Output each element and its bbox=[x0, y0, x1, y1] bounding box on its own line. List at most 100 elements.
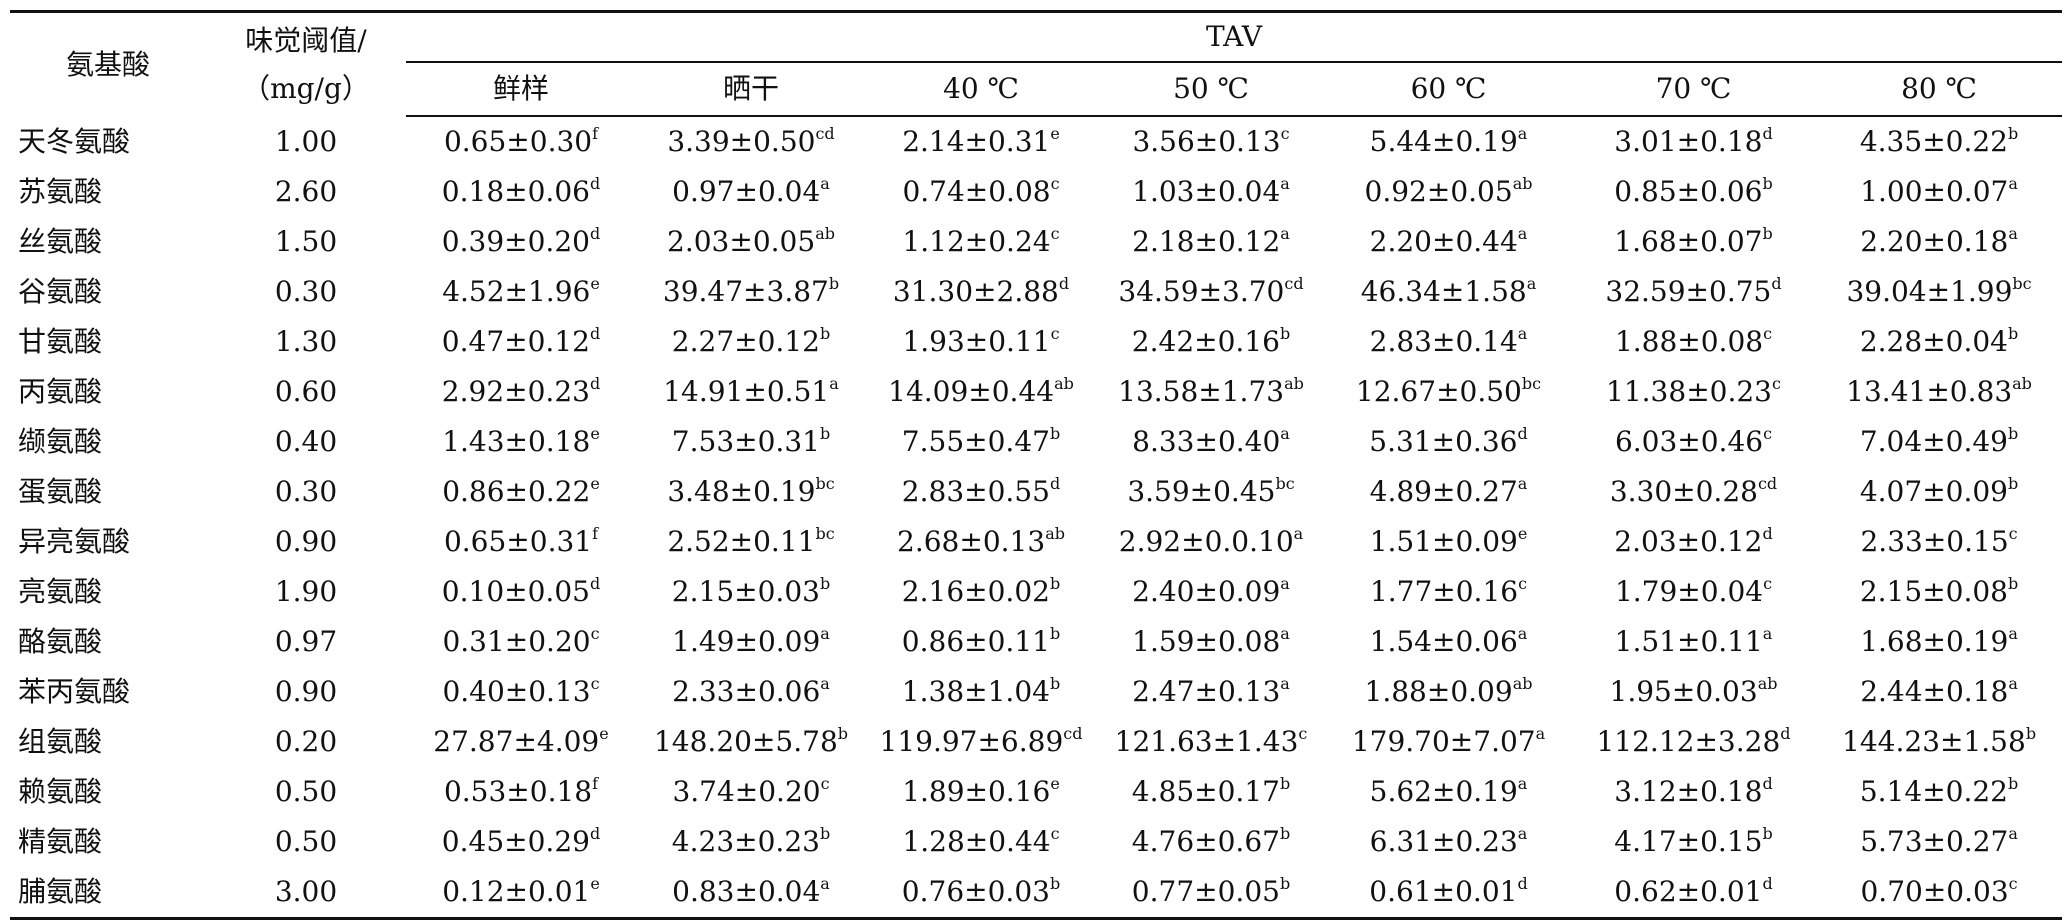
tav-value: 2.52±0.11 bbox=[667, 525, 816, 558]
significance-letter: a bbox=[1762, 624, 1773, 643]
significance-letter: e bbox=[1517, 524, 1528, 543]
significance-letter: a bbox=[1535, 724, 1546, 743]
tav-value: 2.83±0.55 bbox=[901, 475, 1050, 508]
tav-cell: 0.86±0.11b bbox=[866, 617, 1096, 667]
tav-cell: 1.00±0.07a bbox=[1816, 167, 2062, 217]
tav-value: 2.03±0.12 bbox=[1614, 525, 1763, 558]
table-row: 甘氨酸 1.30 0.47±0.12d 2.27±0.12b 1.93±0.11c 2.4… bbox=[10, 317, 2062, 367]
tav-cell: 5.62±0.19a bbox=[1326, 767, 1571, 817]
tav-cell: 0.31±0.20c bbox=[406, 617, 636, 667]
tav-cell: 7.53±0.31b bbox=[636, 417, 866, 467]
tav-value: 1.43±0.18 bbox=[442, 425, 591, 458]
tav-cell: 1.28±0.44c bbox=[866, 817, 1096, 867]
header-threshold-line2: （mg/g） bbox=[242, 71, 370, 105]
tav-cell: 3.39±0.50cd bbox=[636, 116, 866, 167]
tav-cell: 1.68±0.19a bbox=[1816, 617, 2062, 667]
tav-value: 14.91±0.51 bbox=[663, 375, 830, 408]
tav-value: 0.65±0.30 bbox=[443, 125, 593, 158]
tav-value: 4.23±0.23 bbox=[671, 825, 820, 858]
amino-acid-name: 甘氨酸 bbox=[18, 325, 103, 358]
threshold-value: 0.50 bbox=[274, 775, 338, 808]
tav-cell: 4.85±0.17b bbox=[1096, 767, 1326, 817]
tav-cell: 0.70±0.03c bbox=[1816, 867, 2063, 920]
tav-value: 5.31±0.36 bbox=[1369, 425, 1518, 458]
tav-value: 5.73±0.27 bbox=[1860, 825, 2009, 858]
tav-cell: 5.14±0.22b bbox=[1816, 767, 2062, 817]
tav-cell: 2.03±0.12d bbox=[1571, 517, 1816, 567]
threshold-value: 2.60 bbox=[274, 175, 338, 208]
tav-cell: 0.77±0.05b bbox=[1096, 867, 1326, 920]
tav-value: 1.88±0.08 bbox=[1614, 325, 1764, 358]
tav-value: 0.45±0.29 bbox=[441, 825, 590, 858]
significance-letter: c bbox=[1050, 224, 1060, 243]
tav-cell: 4.52±1.96e bbox=[406, 267, 636, 317]
significance-letter: b bbox=[1279, 874, 1291, 893]
tav-cell: 8.33±0.40a bbox=[1096, 417, 1326, 467]
significance-letter: a bbox=[1517, 624, 1528, 643]
tav-value: 0.65±0.31 bbox=[443, 525, 593, 558]
tav-value: 2.20±0.18 bbox=[1860, 225, 2009, 258]
header-condition: 60 ℃ bbox=[1326, 62, 1571, 117]
tav-cell: 3.01±0.18d bbox=[1571, 116, 1816, 167]
tav-value: 5.14±0.22 bbox=[1859, 775, 2008, 808]
tav-value: 2.92±0.23 bbox=[441, 375, 590, 408]
significance-letter: e bbox=[590, 874, 600, 893]
significance-letter: b bbox=[1762, 824, 1773, 843]
table-row: 天冬氨酸 1.00 0.65±0.30f 3.39±0.50cd 2.14±0.31e 3… bbox=[10, 116, 2062, 167]
tav-cell: 4.23±0.23b bbox=[636, 817, 866, 867]
table-row: 苯丙氨酸 0.90 0.40±0.13c 2.33±0.06a 1.38±1.04b 2.… bbox=[10, 667, 2062, 717]
significance-letter: a bbox=[820, 624, 830, 643]
tav-value: 12.67±0.50 bbox=[1355, 375, 1522, 408]
significance-letter: b bbox=[1762, 174, 1773, 193]
significance-letter: a bbox=[1280, 674, 1290, 693]
significance-letter: a bbox=[2008, 174, 2018, 193]
tav-cell: 2.18±0.12a bbox=[1096, 217, 1326, 267]
tav-cell: 7.04±0.49b bbox=[1816, 417, 2062, 467]
tav-value: 1.79±0.04 bbox=[1614, 575, 1764, 608]
tav-cell: 2.42±0.16b bbox=[1096, 317, 1326, 367]
amino-acid-name: 天冬氨酸 bbox=[18, 124, 131, 158]
tav-cell: 2.15±0.03b bbox=[636, 567, 866, 617]
tav-value: 14.09±0.44 bbox=[888, 375, 1055, 408]
tav-value: 3.48±0.19 bbox=[667, 475, 816, 508]
tav-cell: 1.51±0.11a bbox=[1571, 617, 1816, 667]
tav-cell: 13.41±0.83ab bbox=[1816, 367, 2062, 417]
tav-cell: 121.63±1.43c bbox=[1096, 717, 1326, 767]
tav-cell: 0.86±0.22e bbox=[406, 467, 636, 517]
tav-value: 2.15±0.03 bbox=[671, 575, 820, 608]
significance-letter: b bbox=[837, 724, 849, 743]
tav-cell: 1.79±0.04c bbox=[1571, 567, 1816, 617]
tav-cell: 0.76±0.03b bbox=[866, 867, 1096, 920]
tav-value: 2.20±0.44 bbox=[1369, 225, 1518, 258]
significance-letter: ab bbox=[1045, 524, 1065, 543]
tav-cell: 14.09±0.44ab bbox=[866, 367, 1096, 417]
tav-cell: 0.18±0.06d bbox=[406, 167, 636, 217]
tav-cell: 46.34±1.58a bbox=[1326, 267, 1571, 317]
significance-letter: d bbox=[1762, 874, 1773, 893]
table-row: 蛋氨酸 0.30 0.86±0.22e 3.48±0.19bc 2.83±0.55d 3.… bbox=[10, 467, 2062, 517]
significance-letter: ab bbox=[815, 224, 835, 243]
tav-cell: 2.83±0.55d bbox=[866, 467, 1096, 517]
header-threshold-line1: 味觉阈值/ bbox=[245, 23, 367, 57]
tav-cell: 2.27±0.12b bbox=[636, 317, 866, 367]
tav-cell: 2.92±0.0.10a bbox=[1096, 517, 1326, 567]
tav-value: 2.18±0.12 bbox=[1132, 225, 1281, 258]
significance-letter: b bbox=[1049, 424, 1061, 443]
threshold-value: 1.90 bbox=[274, 575, 338, 608]
significance-letter: a bbox=[1280, 424, 1290, 443]
significance-letter: c bbox=[2008, 874, 2018, 893]
tav-value: 179.70±7.07 bbox=[1351, 725, 1536, 758]
tav-value: 2.44±0.18 bbox=[1860, 675, 2009, 708]
significance-letter: a bbox=[1517, 824, 1528, 843]
significance-letter: bc bbox=[2012, 274, 2032, 293]
tav-value: 0.77±0.05 bbox=[1131, 875, 1280, 908]
significance-letter: d bbox=[589, 574, 601, 593]
tav-cell: 5.44±0.19a bbox=[1326, 116, 1571, 167]
tav-cell: 0.45±0.29d bbox=[406, 817, 636, 867]
significance-letter: b bbox=[2025, 724, 2037, 743]
tav-value: 119.97±6.89 bbox=[879, 725, 1064, 758]
header-row-2: 鲜样 晒干 40 ℃ 50 ℃ 60 ℃ 70 ℃ 80 ℃ bbox=[10, 62, 2063, 117]
threshold-value: 3.00 bbox=[206, 867, 406, 920]
significance-letter: a bbox=[1517, 324, 1528, 343]
tav-cell: 1.88±0.08c bbox=[1571, 317, 1816, 367]
